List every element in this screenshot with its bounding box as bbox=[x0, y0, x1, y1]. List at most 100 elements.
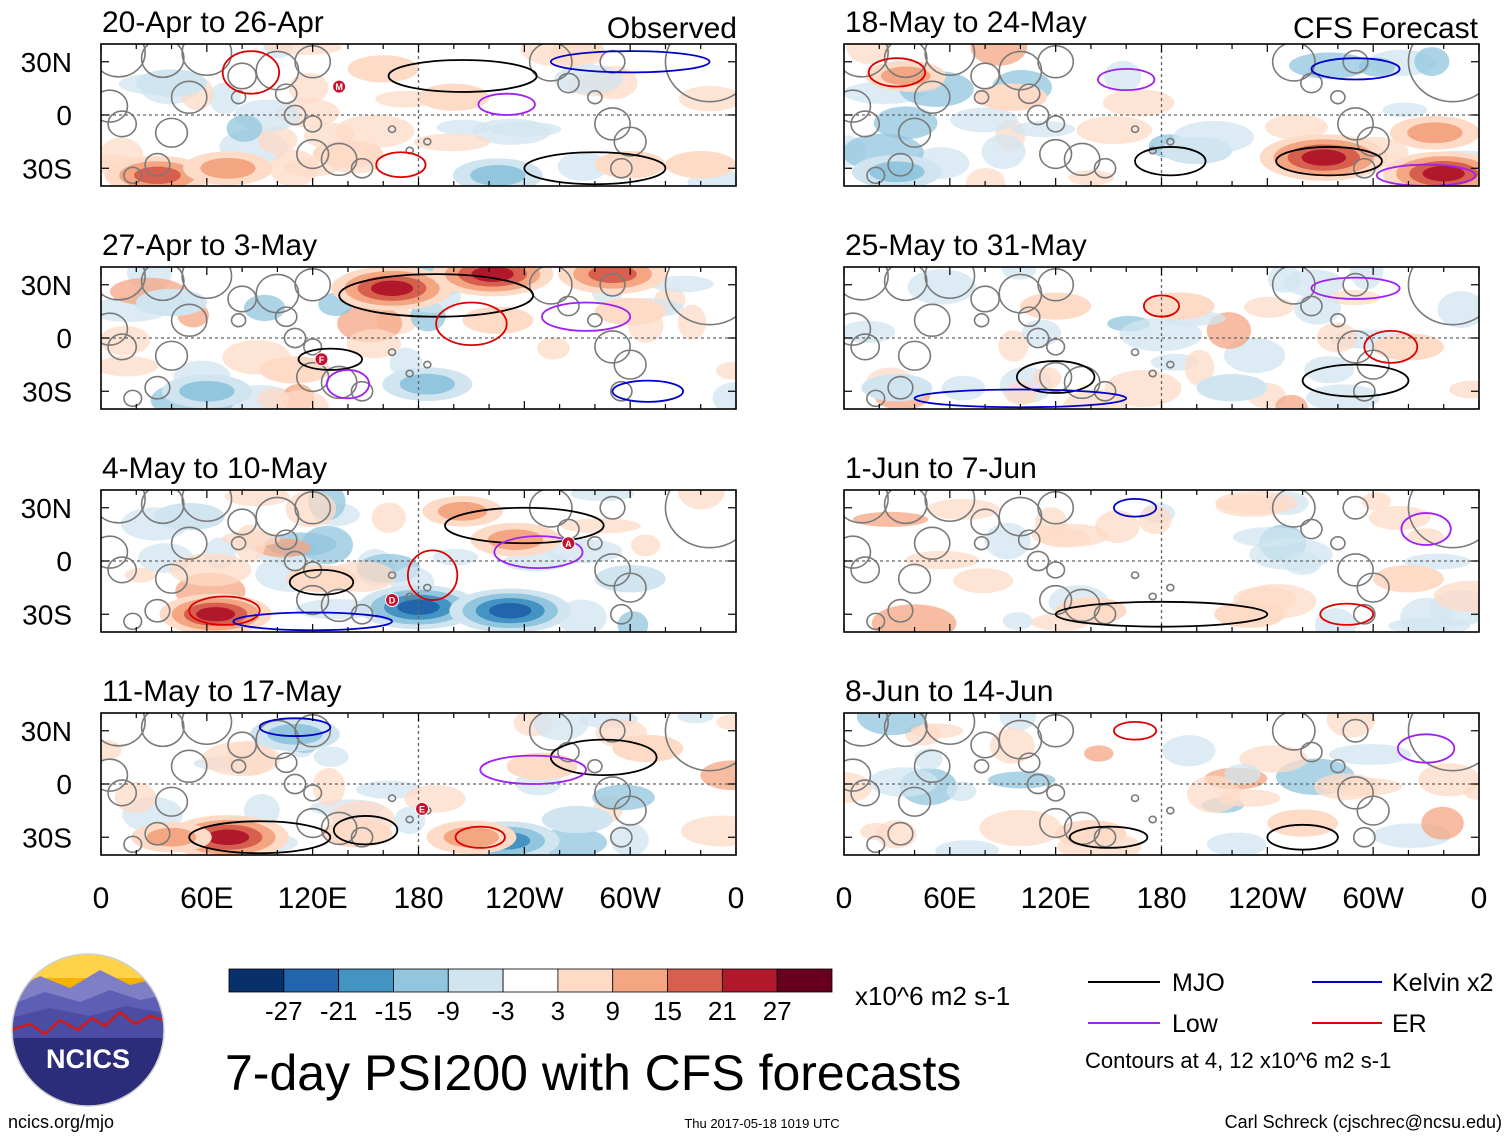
lat-label: 30S bbox=[22, 376, 72, 407]
legend-label: Low bbox=[1172, 1010, 1219, 1038]
forecast-label: CFS Forecast bbox=[1293, 12, 1479, 45]
anomaly-mark bbox=[1407, 122, 1463, 144]
contour-mjo bbox=[387, 59, 538, 93]
contour-kelvin-x2 bbox=[611, 379, 684, 403]
legend-label: MJO bbox=[1172, 969, 1225, 997]
storm-marker-label: A bbox=[565, 539, 572, 549]
map-panel: 25-May to 31-May bbox=[843, 229, 1480, 410]
contour-kelvin-x2 bbox=[258, 717, 332, 737]
anomaly-mark bbox=[1267, 809, 1339, 837]
lon-label: 60E bbox=[180, 882, 233, 915]
lat-label: 30N bbox=[21, 493, 72, 524]
contour-kelvin-x2 bbox=[1310, 57, 1401, 81]
logo-text: NCICS bbox=[46, 1044, 130, 1074]
contour-low bbox=[1375, 163, 1477, 186]
contour-low bbox=[325, 369, 371, 400]
colorbar-unit: x10^6 m2 s-1 bbox=[855, 981, 1010, 1011]
contour-er bbox=[375, 151, 427, 179]
map-panel: 18-May to 24-May bbox=[843, 6, 1480, 187]
colorbar-swatch bbox=[667, 968, 723, 993]
contour-low bbox=[1396, 733, 1456, 764]
legend-label: Kelvin x2 bbox=[1392, 969, 1493, 997]
contour-er bbox=[1142, 294, 1181, 318]
panel-title: 18-May to 24-May bbox=[845, 6, 1087, 39]
contours-note: Contours at 4, 12 x10^6 m2 s-1 bbox=[1085, 1048, 1391, 1073]
contour-er bbox=[1319, 602, 1375, 626]
anomaly-mark bbox=[1422, 165, 1465, 182]
contour-low bbox=[1400, 512, 1452, 546]
lat-label: 30N bbox=[21, 47, 72, 78]
contour-low bbox=[479, 754, 587, 785]
lon-label: 120W bbox=[485, 882, 564, 915]
longitude-axes: 0 60E 120E 180 120W 60W 0 0 60E 120E 180 120W 60W 0 bbox=[93, 882, 1488, 915]
colorbar-tick-label: -21 bbox=[320, 996, 358, 1026]
anomaly-mark bbox=[179, 380, 235, 402]
footer-credit: Carl Schreck (cjschrec@ncsu.edu) bbox=[1225, 1112, 1502, 1132]
panel-title: 8-Jun to 14-Jun bbox=[845, 675, 1053, 708]
map-panel: 4-May to 10-May D A 30N 0 30S bbox=[21, 452, 737, 633]
colorbar-swatch bbox=[338, 968, 394, 993]
panel-title: 25-May to 31-May bbox=[845, 229, 1087, 262]
anomaly-mark bbox=[200, 157, 256, 179]
lat-label: 30S bbox=[22, 599, 72, 630]
lon-label: 60E bbox=[923, 882, 976, 915]
anomaly-mark bbox=[397, 599, 440, 615]
contour-er bbox=[435, 301, 508, 346]
legend-label: ER bbox=[1392, 1010, 1427, 1038]
anomaly-mark bbox=[312, 140, 384, 168]
colorbar-tick-label: 3 bbox=[551, 996, 565, 1026]
colorbar-swatch bbox=[502, 968, 559, 993]
colorbar-swatch bbox=[447, 968, 504, 993]
legend-item: ER bbox=[1312, 1010, 1427, 1038]
anomaly-mark bbox=[443, 826, 500, 848]
anomaly-mark bbox=[506, 752, 578, 780]
anomaly-mark bbox=[487, 529, 544, 551]
footer-url: ncics.org/mjo bbox=[8, 1112, 114, 1132]
legend-item: MJO bbox=[1088, 969, 1225, 997]
panel-title: 20-Apr to 26-Apr bbox=[102, 6, 324, 39]
panel-title: 11-May to 17-May bbox=[102, 675, 342, 708]
colorbar-swatch bbox=[776, 968, 833, 993]
anomaly-mark bbox=[665, 151, 736, 179]
map-panel: 27-Apr to 3-May F 30N 0 30S bbox=[21, 229, 737, 410]
anomaly-mark bbox=[869, 161, 925, 183]
storm-marker-label: E bbox=[419, 804, 425, 814]
anomaly-mark bbox=[399, 373, 455, 395]
contour-er bbox=[867, 57, 927, 88]
contour-kelvin-x2 bbox=[1112, 497, 1158, 518]
anomaly-mark bbox=[1020, 292, 1092, 320]
anomaly-mark bbox=[206, 829, 250, 845]
anomaly-mark bbox=[370, 280, 414, 297]
colorbar-tick-label: 21 bbox=[708, 996, 737, 1026]
storm-marker-label: F bbox=[319, 355, 325, 365]
lon-label: 0 bbox=[728, 882, 745, 915]
contour-mjo bbox=[338, 273, 535, 318]
observed-label: Observed bbox=[607, 12, 737, 45]
anomaly-mark bbox=[1196, 374, 1268, 402]
anomaly-mark bbox=[1301, 149, 1347, 166]
colorbar-swatch bbox=[228, 968, 285, 993]
contour-mjo bbox=[188, 820, 332, 855]
anomaly-mark bbox=[471, 267, 514, 282]
contour-mjo bbox=[1266, 823, 1339, 851]
anomaly-mark bbox=[1161, 136, 1233, 165]
contour-low bbox=[477, 92, 536, 116]
anomaly-mark bbox=[146, 827, 197, 847]
storm-marker-label: M bbox=[335, 82, 343, 92]
lon-label: 0 bbox=[836, 882, 853, 915]
panel-title: 4-May to 10-May bbox=[102, 452, 327, 485]
figure-title: 7-day PSI200 with CFS forecasts bbox=[225, 1045, 961, 1101]
contour-low bbox=[493, 535, 584, 570]
lat-label: 0 bbox=[56, 769, 72, 800]
legend: MJO Kelvin x2 Low ER bbox=[1088, 969, 1493, 1038]
contour-er bbox=[1363, 329, 1419, 364]
map-panel: 11-May to 17-May E 30N 0 30S bbox=[21, 675, 737, 856]
lat-label: 0 bbox=[56, 100, 72, 131]
contour-mjo bbox=[549, 738, 658, 777]
colorbar-tick-label: -3 bbox=[492, 996, 515, 1026]
lon-label: 60W bbox=[599, 882, 661, 915]
contour-er bbox=[188, 595, 261, 626]
contour-low bbox=[541, 301, 632, 332]
